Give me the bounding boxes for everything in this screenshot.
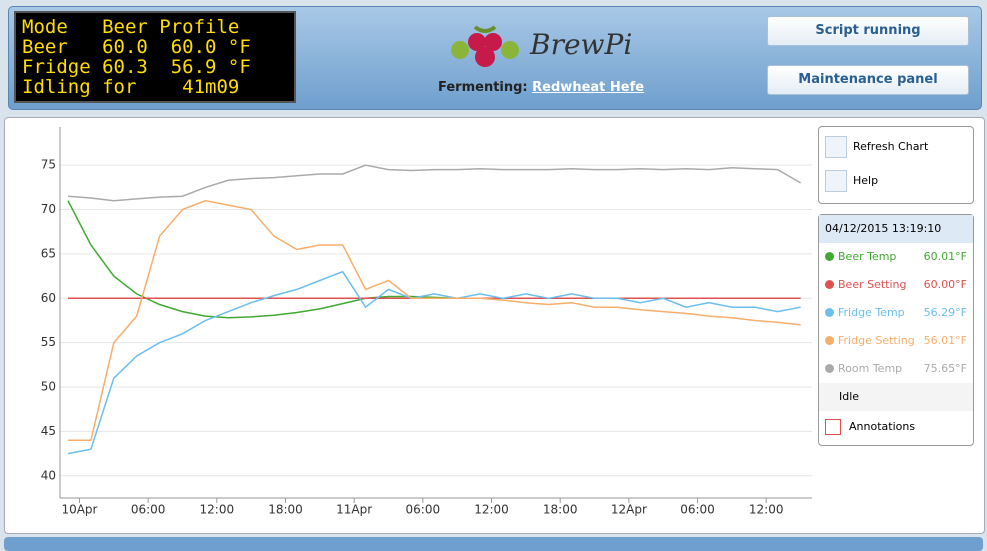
legend-value: 56.29°F <box>923 306 967 319</box>
legend-value: 60.00°F <box>923 278 967 291</box>
script-button[interactable]: Script running <box>767 16 969 46</box>
legend-entry[interactable]: Fridge Setting 56.01°F <box>819 327 973 355</box>
x-tick-label: 12:00 <box>474 503 509 517</box>
legend-state: Idle <box>819 383 973 411</box>
legend-annotations[interactable]: Annotations <box>819 413 973 441</box>
profile-link[interactable]: Redwheat Hefe <box>532 80 645 95</box>
chart-controls: Refresh Chart Help <box>818 126 974 204</box>
chart: 40 45 50 55 60 65 70 75 10Apr 06:00 12:00 18:00 11Ap… <box>41 127 812 517</box>
legend-label: Beer Setting <box>838 278 907 291</box>
legend-time: 04/12/2015 13:19:10 <box>819 215 973 243</box>
y-tick-label: 75 <box>41 158 56 172</box>
y-tick-label: 40 <box>41 468 56 482</box>
refresh-label: Refresh Chart <box>853 140 929 153</box>
logo-icon <box>451 25 519 67</box>
legend-swatch <box>825 280 834 289</box>
lcd-line: Idling for 41m09 <box>22 76 240 98</box>
legend: 04/12/2015 13:19:10 Beer Temp 60.01°F Beer… <box>818 214 974 446</box>
y-tick-label: 60 <box>41 291 56 305</box>
legend-value: 60.01°F <box>923 250 967 263</box>
lcd-line: Fridge 60.3 56.9 °F <box>22 56 251 78</box>
legend-label: Fridge Setting <box>838 334 915 347</box>
x-tick-label: 11Apr <box>336 503 372 517</box>
x-tick-label: 12Apr <box>611 503 647 517</box>
x-tick-label: 12:00 <box>749 503 784 517</box>
legend-value: 56.01°F <box>923 334 967 347</box>
legend-entry[interactable]: Fridge Temp 56.29°F <box>819 299 973 327</box>
legend-label: Fridge Temp <box>838 306 905 319</box>
y-tick-label: 50 <box>41 380 56 394</box>
refresh-button[interactable]: Refresh Chart <box>819 133 973 161</box>
y-tick-label: 70 <box>41 202 56 216</box>
x-tick-label: 06:00 <box>406 503 441 517</box>
maintenance-button[interactable]: Maintenance panel <box>767 65 969 95</box>
legend-value: 75.65°F <box>923 362 967 375</box>
status-label: Fermenting: <box>438 80 528 95</box>
x-tick-label: 18:00 <box>543 503 578 517</box>
x-tick-label: 06:00 <box>680 503 715 517</box>
annotations-label: Annotations <box>849 420 916 433</box>
series-line <box>67 270 801 455</box>
legend-entry[interactable]: Beer Setting 60.00°F <box>819 271 973 299</box>
legend-swatch <box>825 336 834 345</box>
x-tick-label: 12:00 <box>200 503 235 517</box>
legend-swatch <box>825 252 834 261</box>
help-button[interactable]: Help <box>819 167 973 195</box>
legend-swatch <box>825 308 834 317</box>
legend-entry[interactable]: Beer Temp 60.01°F <box>819 243 973 271</box>
x-tick-label: 18:00 <box>268 503 303 517</box>
footer-bar <box>4 537 983 551</box>
x-tick-label: 10Apr <box>61 503 97 517</box>
series-line <box>68 199 801 442</box>
x-tick-label: 06:00 <box>131 503 166 517</box>
lcd-display: Mode Beer Profile Beer 60.0 60.0 °F Fridge… <box>14 11 296 103</box>
legend-swatch <box>825 364 834 373</box>
legend-entry[interactable]: Room Temp 75.65°F <box>819 355 973 383</box>
y-tick-label: 45 <box>41 424 56 438</box>
y-tick-label: 55 <box>41 335 56 349</box>
lcd-line: Beer 60.0 60.0 °F <box>22 36 251 58</box>
series-line <box>67 200 801 319</box>
help-label: Help <box>853 174 879 187</box>
status: Fermenting: Redwheat Hefe <box>438 80 644 95</box>
lcd-line: Mode Beer Profile <box>22 16 240 38</box>
legend-label: Room Temp <box>838 362 903 375</box>
legend-label: Beer Temp <box>838 250 897 263</box>
logo-text: BrewPi <box>530 28 633 61</box>
series-line <box>67 164 801 202</box>
y-tick-label: 65 <box>41 246 56 260</box>
